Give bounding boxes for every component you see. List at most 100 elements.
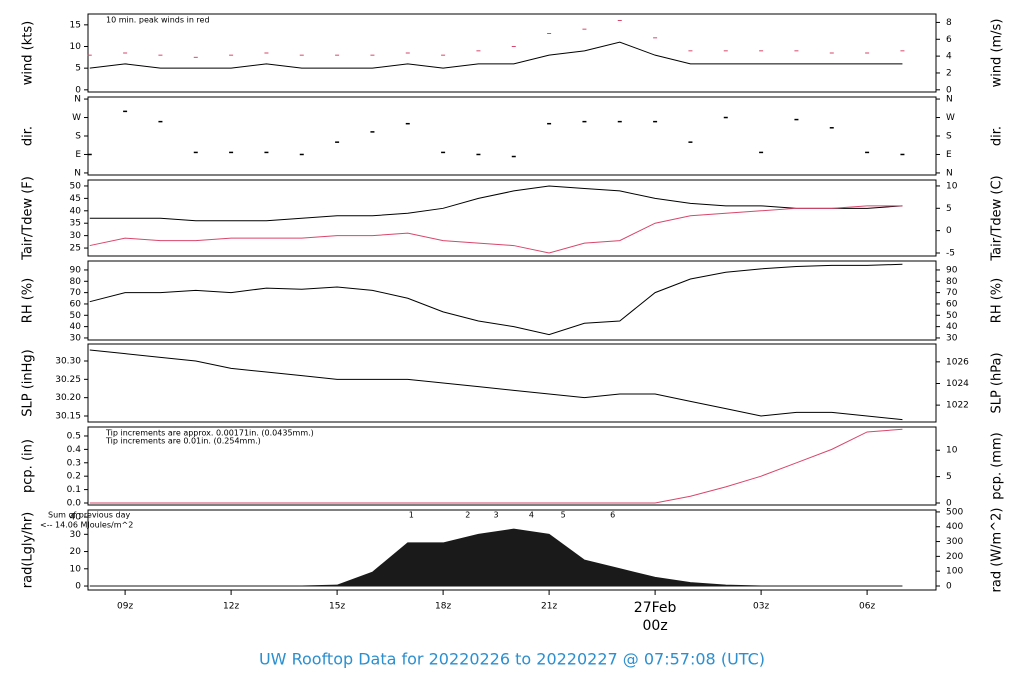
y-tick-label: 40 <box>70 322 82 332</box>
panel-frame <box>87 260 937 341</box>
y-tick-label: W <box>72 113 81 123</box>
x-tick-label: 00z <box>643 618 668 634</box>
y-tick-label: 30.20 <box>55 393 81 403</box>
y2-tick-label: 0 <box>946 498 952 508</box>
y-tick-label: 30.25 <box>55 375 81 385</box>
y-tick-label: 90 <box>70 265 82 275</box>
y2-tick-label: 0 <box>946 85 952 95</box>
annotation: Tip increments are 0.01in. (0.254mm.) <box>105 437 261 446</box>
annotation: Tip increments are approx. 0.00171in. (0… <box>105 429 314 438</box>
series-line <box>89 428 903 504</box>
y-tick-label: S <box>75 132 81 142</box>
y2-axis-label: Tair/Tdew (C) <box>990 175 1005 261</box>
annotation: Sum of previous day <box>48 511 130 520</box>
y-axis-label: dir. <box>21 126 36 146</box>
y-axis-label: wind (kts) <box>21 21 36 85</box>
y-axis-label: rad(Lgly/hr) <box>21 512 36 588</box>
y-tick-label: 5 <box>75 64 81 74</box>
y-axis-label: RH (%) <box>21 278 36 323</box>
y2-tick-label: E <box>946 150 952 160</box>
y-tick-label: 10 <box>70 564 82 574</box>
panel-frame <box>87 509 937 591</box>
y-tick-label: 60 <box>70 299 82 309</box>
hour-marker: 3 <box>494 511 499 520</box>
y-tick-label: N <box>74 168 81 178</box>
series-line <box>89 205 903 254</box>
hour-marker: 1 <box>409 511 414 520</box>
x-date-label: 27Feb <box>634 600 677 616</box>
y-tick-label: 0.5 <box>67 431 81 441</box>
y2-tick-label: 2 <box>946 68 952 78</box>
y-tick-label: 15 <box>70 20 81 30</box>
y2-tick-label: 0 <box>946 226 952 236</box>
chart-title: UW Rooftop Data for 20220226 to 20220227… <box>259 650 765 669</box>
y2-tick-label: 100 <box>946 567 963 577</box>
series-area <box>89 528 903 587</box>
y-tick-label: 40 <box>70 206 82 216</box>
y-tick-label: 0.0 <box>67 498 82 508</box>
y2-tick-label: 90 <box>946 265 958 275</box>
series-line <box>89 263 903 336</box>
y-tick-label: N <box>74 95 81 105</box>
y-tick-label: 0.4 <box>67 445 82 455</box>
y-tick-label: 25 <box>70 244 81 254</box>
y-tick-label: 0.1 <box>67 485 81 495</box>
y2-tick-label: 40 <box>946 322 958 332</box>
y2-axis-label: rad (W/m^2) <box>990 508 1005 593</box>
y-tick-label: 0.3 <box>67 458 81 468</box>
y-axis-label: SLP (inHg) <box>21 349 36 417</box>
y2-tick-label: 5 <box>946 204 952 214</box>
panel-frame <box>87 179 937 257</box>
x-tick-label: 03z <box>753 602 769 612</box>
y2-tick-label: 5 <box>946 472 952 482</box>
x-tick-label: 09z <box>117 602 133 612</box>
y-tick-label: 20 <box>70 547 82 557</box>
y-tick-label: 0 <box>75 85 81 95</box>
y2-tick-label: 4 <box>946 52 952 62</box>
y-tick-label: 0 <box>75 582 81 592</box>
y-tick-label: E <box>75 150 81 160</box>
y2-tick-label: N <box>946 95 953 105</box>
y2-axis-label: SLP (hPa) <box>990 352 1005 413</box>
panel-frame <box>87 426 937 506</box>
y2-tick-label: 0 <box>946 582 952 592</box>
hour-marker: 6 <box>610 511 615 520</box>
y-tick-label: 70 <box>70 288 82 298</box>
y2-axis-label: RH (%) <box>990 278 1005 323</box>
y2-axis-label: dir. <box>990 126 1005 146</box>
y2-tick-label: 80 <box>946 277 958 287</box>
y-tick-label: 35 <box>70 219 81 229</box>
panel-frame <box>87 343 937 423</box>
y2-tick-label: 8 <box>946 18 952 28</box>
y-tick-label: 45 <box>70 194 81 204</box>
y2-axis-label: pcp. (mm) <box>990 432 1005 499</box>
y-tick-label: 80 <box>70 277 82 287</box>
y-axis-label: pcp. (in) <box>21 439 36 493</box>
y-tick-label: 30 <box>70 333 82 343</box>
y2-tick-label: 10 <box>946 446 958 456</box>
x-tick-label: 21z <box>541 602 557 612</box>
y-axis-label: Tair/Tdew (F) <box>21 176 36 261</box>
y2-tick-label: 10 <box>946 181 958 191</box>
y-tick-label: 50 <box>70 181 82 191</box>
series-line <box>89 185 903 222</box>
y-tick-label: 0.2 <box>67 472 81 482</box>
x-tick-label: 18z <box>435 602 451 612</box>
y-tick-label: 30 <box>70 530 82 540</box>
y2-tick-label: 500 <box>946 507 963 517</box>
y-tick-label: 10 <box>70 42 82 52</box>
y2-tick-label: 300 <box>946 537 963 547</box>
y2-tick-label: 60 <box>946 299 958 309</box>
y2-tick-label: 6 <box>946 35 952 45</box>
y2-tick-label: -5 <box>946 249 955 259</box>
y2-tick-label: 1022 <box>946 401 969 411</box>
y2-tick-label: W <box>946 113 955 123</box>
series-line <box>89 41 903 69</box>
series-line <box>89 349 903 421</box>
y-tick-label: 50 <box>70 311 82 321</box>
x-tick-label: 06z <box>859 602 875 612</box>
y2-tick-label: 400 <box>946 522 963 532</box>
panel-frame <box>87 96 937 176</box>
y2-tick-label: 200 <box>946 552 963 562</box>
panel-frame <box>87 13 937 93</box>
